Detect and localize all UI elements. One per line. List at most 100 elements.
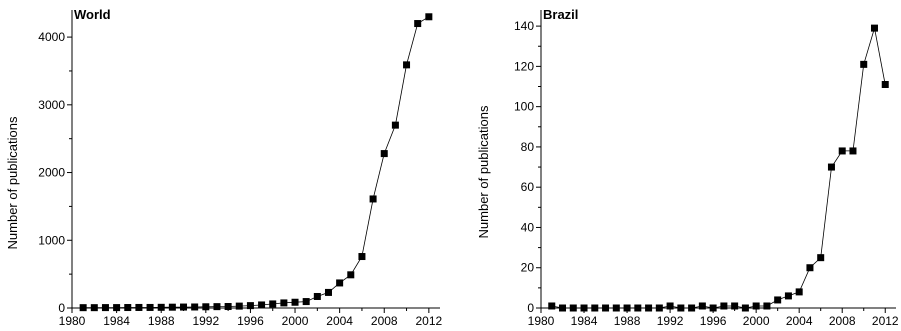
data-point — [580, 304, 588, 312]
data-point — [258, 301, 266, 309]
y-tick-label: 40 — [521, 220, 535, 234]
data-point — [124, 304, 132, 312]
x-tick-label: 2000 — [743, 314, 770, 328]
data-point — [369, 195, 377, 203]
data-point — [291, 298, 299, 306]
data-point — [838, 147, 846, 155]
x-tick-label: 2012 — [415, 314, 442, 328]
data-point — [101, 304, 109, 312]
x-tick-label: 1996 — [700, 314, 727, 328]
data-point — [881, 81, 889, 88]
chart-world: World Number of publications 1980 1984 198… — [5, 7, 443, 328]
data-point — [602, 304, 610, 312]
data-point — [157, 303, 165, 311]
data-point — [213, 303, 221, 311]
data-point — [113, 304, 121, 312]
data-point — [280, 299, 288, 307]
y-tick-label: 80 — [521, 140, 535, 154]
y-tick-label: 0 — [58, 301, 65, 315]
data-point — [720, 302, 728, 310]
data-point — [591, 304, 599, 312]
y-tick-label: 2000 — [38, 166, 65, 180]
x-tick-label: 1984 — [103, 314, 130, 328]
x-tick-label: 2000 — [282, 314, 309, 328]
data-point — [79, 304, 87, 312]
data-point — [313, 292, 321, 300]
data-point — [623, 304, 631, 312]
y-tick-label: 3000 — [38, 98, 65, 112]
data-point — [135, 303, 143, 311]
data-point — [180, 303, 188, 311]
series-line — [83, 16, 430, 309]
data-point — [860, 60, 868, 68]
data-point — [763, 302, 771, 310]
y-axis-title: Number of publications — [5, 116, 20, 249]
x-tick-label: 2004 — [326, 314, 353, 328]
data-point — [425, 13, 433, 21]
data-point — [731, 302, 739, 310]
x-tick-label: 1996 — [237, 314, 264, 328]
x-tick-label: 1988 — [148, 314, 175, 328]
data-point — [302, 298, 310, 306]
data-point — [817, 254, 825, 262]
x-tick-label: 1992 — [657, 314, 684, 328]
data-point — [235, 302, 243, 310]
data-point — [849, 147, 857, 155]
data-point — [380, 150, 388, 158]
data-point — [709, 304, 717, 312]
data-point — [324, 288, 332, 296]
data-point — [645, 304, 653, 312]
chart-brazil: Brazil Number of publications 1980 1984 19… — [476, 7, 899, 328]
x-tick-label: 1980 — [528, 314, 555, 328]
x-tick-label: 2008 — [371, 314, 398, 328]
data-point — [403, 61, 411, 69]
data-point — [202, 303, 210, 311]
y-tick-label: 1000 — [38, 233, 65, 247]
y-tick-label: 4000 — [38, 30, 65, 44]
data-point — [246, 302, 254, 310]
chart-title: World — [74, 7, 111, 22]
data-point — [688, 304, 696, 312]
data-point — [827, 163, 835, 171]
data-point — [391, 121, 399, 129]
data-point — [698, 302, 706, 310]
data-point — [795, 288, 803, 296]
data-point — [634, 304, 642, 312]
data-point — [870, 24, 878, 32]
data-point — [347, 271, 355, 279]
x-tick-label: 2012 — [872, 314, 899, 328]
data-point — [666, 302, 674, 310]
data-point — [655, 304, 663, 312]
data-point — [90, 304, 98, 312]
x-tick-label: 1992 — [192, 314, 219, 328]
data-point — [269, 300, 277, 308]
data-point — [774, 296, 782, 304]
data-point — [548, 302, 556, 310]
data-point — [612, 304, 620, 312]
y-axis-title: Number of publications — [476, 105, 491, 238]
data-point — [741, 304, 749, 312]
data-point — [677, 304, 685, 312]
data-point — [806, 264, 814, 272]
x-tick-label: 2008 — [829, 314, 856, 328]
y-tick-label: 120 — [514, 59, 534, 73]
y-tick-label: 0 — [527, 301, 534, 315]
data-point — [752, 302, 760, 310]
data-point — [191, 303, 199, 311]
data-point — [559, 304, 567, 312]
data-point — [569, 304, 577, 312]
x-tick-label: 1984 — [571, 314, 598, 328]
data-point — [784, 292, 792, 300]
chart-title: Brazil — [543, 7, 578, 22]
series-line — [551, 27, 886, 309]
data-point — [358, 253, 366, 261]
data-point — [168, 303, 176, 311]
x-tick-label: 1988 — [614, 314, 641, 328]
data-point — [224, 303, 232, 311]
y-tick-label: 100 — [514, 100, 534, 114]
y-tick-label: 140 — [514, 19, 534, 33]
x-tick-label: 1980 — [59, 314, 86, 328]
y-tick-label: 60 — [521, 180, 535, 194]
data-point — [146, 303, 154, 311]
